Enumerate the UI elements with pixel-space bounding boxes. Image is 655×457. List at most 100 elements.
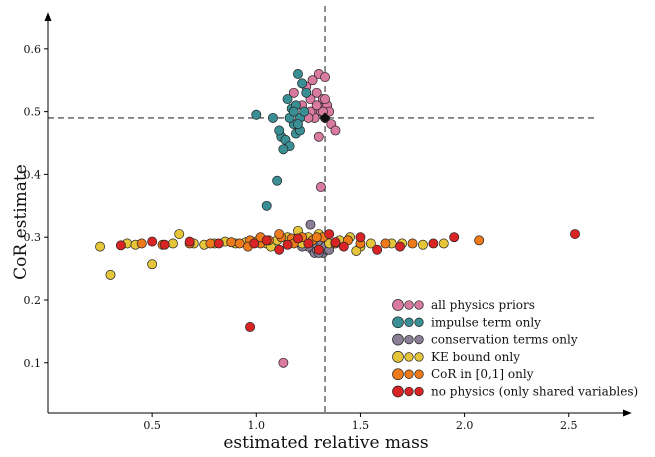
data-point [115,240,126,251]
data-point [159,239,170,250]
legend-label: KE bound only [431,350,520,364]
series-2-points [251,69,312,211]
data-point [372,244,383,255]
data-point [147,236,158,247]
data-point [174,229,185,240]
data-point [311,100,322,111]
data-point [351,246,362,256]
data-point [251,109,262,120]
data-point [249,238,260,249]
data-point [147,259,158,270]
data-point [261,200,272,211]
legend-swatch [392,333,404,346]
y-axis-title: CoR estimate [11,164,31,280]
data-point [184,236,195,247]
legend-swatch [414,352,424,362]
x-tick-label: 2.0 [456,419,474,432]
legend-item: impulse term only [392,315,541,329]
data-point [355,232,366,243]
data-point [226,237,237,248]
reference-diamond-marker [319,112,331,124]
data-point [293,69,303,79]
data-point [278,357,289,368]
data-point [268,112,278,123]
y-tick-label: 0.3 [24,231,42,244]
data-point [320,72,330,83]
legend-swatch [392,385,404,398]
legend-swatch [404,369,414,379]
legend-swatch [404,352,414,362]
data-point [299,106,310,117]
data-point [320,94,330,105]
x-axis-title: estimated relative mass [223,433,428,453]
legend-label: CoR in [0,1] only [431,367,534,381]
legend-item: KE bound only [392,350,520,364]
data-point [213,238,224,249]
legend-swatch [392,368,404,381]
legend-item: conservation terms only [392,333,578,347]
legend-swatch [414,300,424,310]
legend-label: no physics (only shared variables) [431,385,638,399]
data-point [365,238,376,249]
legend: all physics priors impulse term only conse… [392,298,638,399]
data-point [282,239,293,250]
legend-swatch [414,386,424,397]
legend-label: impulse term only [431,315,541,329]
y-tick-label: 0.2 [24,294,42,307]
data-point [338,241,349,252]
data-point [305,219,316,230]
data-point [288,106,299,117]
legend-swatch [404,300,414,310]
data-point [395,241,405,252]
data-point [315,182,326,192]
data-point [278,144,289,155]
data-point [282,94,293,105]
data-point [311,87,322,98]
x-tick-label: 1.5 [352,419,370,432]
data-point [293,119,303,130]
data-point [136,238,147,249]
data-point [272,175,283,186]
data-point [205,238,216,249]
legend-swatch [392,351,404,363]
data-point [407,238,418,249]
y-tick-label: 0.6 [24,43,42,56]
legend-swatch [392,316,404,329]
data-point [330,125,341,136]
legend-item: no physics (only shared variables) [392,385,638,399]
legend-label: all physics priors [431,298,535,312]
y-tick-label: 0.5 [24,106,42,119]
legend-swatch [404,317,414,327]
series-4-points [95,225,449,280]
legend-swatch [404,386,414,397]
data-point [438,238,449,249]
data-point [570,229,580,240]
data-point [301,87,312,98]
data-point [449,232,460,243]
x-tick-label: 2.5 [560,419,578,432]
legend-item: all physics priors [392,298,535,312]
y-tick-label: 0.4 [24,168,42,181]
data-point [313,244,324,255]
data-point [234,238,245,249]
y-ticks: 0.1 0.2 0.3 0.4 0.5 0.6 [24,43,48,370]
data-point [293,233,303,244]
legend-swatch [404,334,414,345]
data-point [307,75,318,86]
data-point [324,229,335,240]
data-point [274,229,285,240]
data-point [105,269,116,280]
legend-swatch [414,369,424,379]
data-point [303,238,314,249]
legend-swatch [414,317,424,327]
legend-swatch [392,299,404,311]
data-point [428,238,439,249]
legend-swatch [414,334,424,345]
axes: 0.5 1.0 1.5 2.0 2.5 0.1 0.2 0.3 0.4 0.5 0.6 [24,12,632,432]
data-point [474,235,485,246]
data-point [168,238,178,249]
y-tick-label: 0.1 [24,357,42,370]
data-point [297,78,308,89]
